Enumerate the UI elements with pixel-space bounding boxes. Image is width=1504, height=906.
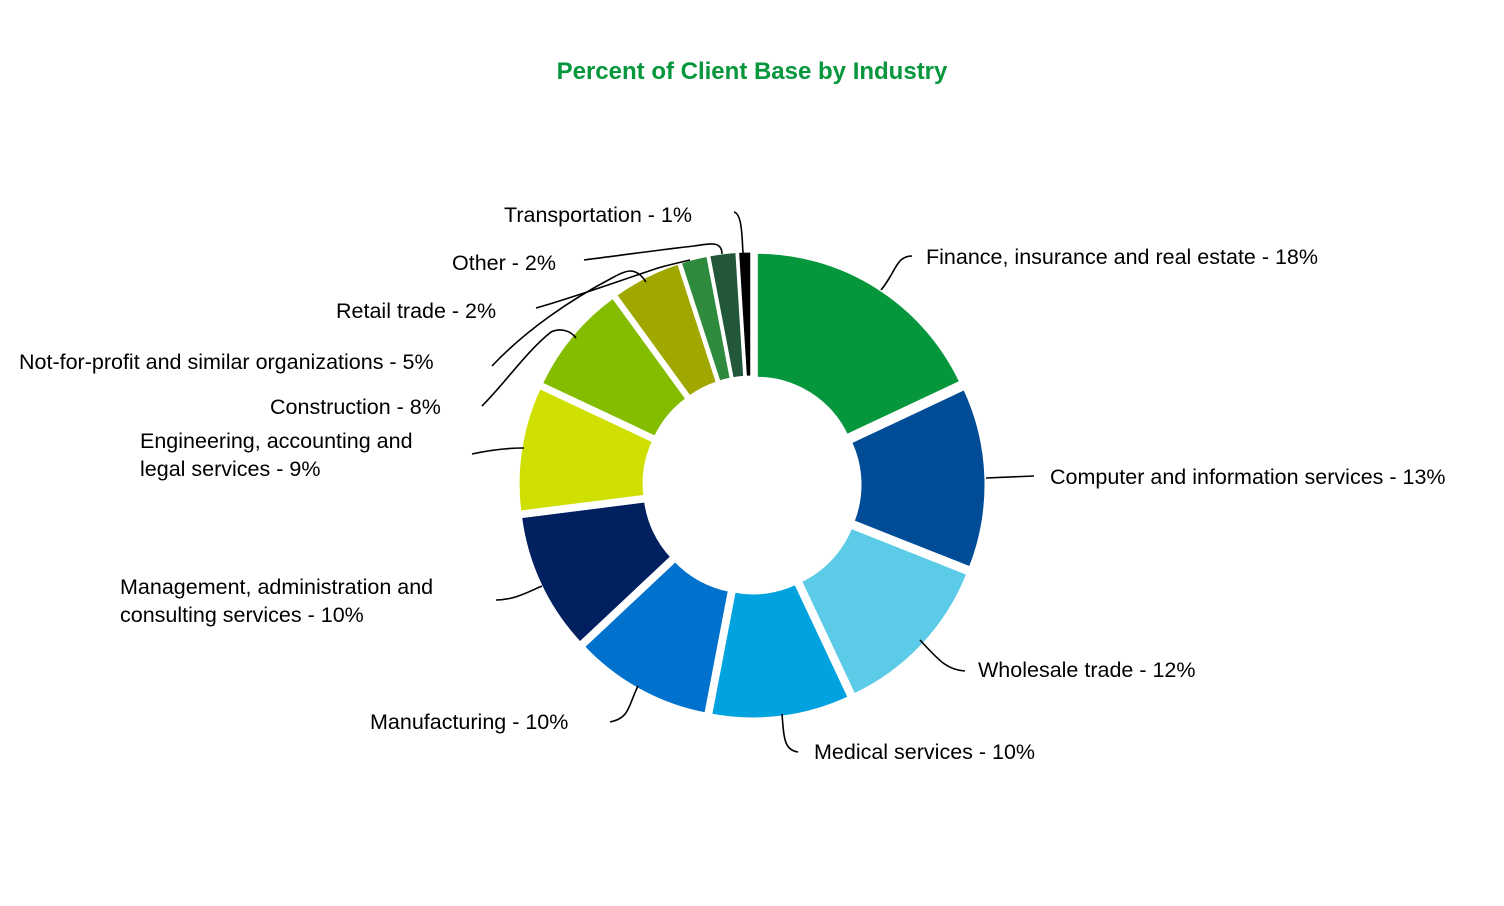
label-manufacturing: Manufacturing - 10% (370, 710, 569, 734)
label-management: Management, administration and consultin… (120, 575, 434, 627)
leader-transportation (733, 211, 744, 255)
leader-engineering (471, 447, 525, 455)
leader-management (495, 585, 543, 601)
slice-wholesale-trade (798, 525, 970, 697)
slice-finance-insurance-and-real-estate (754, 250, 963, 438)
slice-manufacturing (581, 558, 732, 716)
label-retail-trade: Retail trade - 2% (336, 299, 497, 323)
label-not-for-profit: Not-for-profit and similar organizations… (19, 350, 434, 374)
leader-retail-trade (535, 259, 691, 309)
slice-management-administration-and-consulting-services (518, 499, 674, 646)
leader-manufacturing (609, 685, 639, 723)
leader-computer-information (985, 475, 1035, 479)
slice-computer-and-information-services (848, 386, 988, 570)
slice-engineering-accounting-and-legal-services (516, 385, 656, 514)
label-construction: Construction - 8% (270, 395, 441, 419)
leader-finance (880, 255, 913, 291)
label-wholesale-trade: Wholesale trade - 12% (978, 658, 1196, 682)
leader-medical-services (781, 713, 799, 753)
slice-medical-services (708, 581, 852, 721)
slice-construction (539, 294, 690, 440)
leader-not-for-profit (491, 270, 647, 367)
leader-other (583, 243, 723, 261)
label-engineering: Engineering, accounting and legal servic… (140, 429, 413, 481)
label-finance: Finance, insurance and real estate - 18% (926, 245, 1319, 269)
label-computer-information: Computer and information services - 13% (1050, 465, 1446, 489)
leader-wholesale-trade (919, 639, 966, 672)
leader-construction (481, 329, 577, 407)
chart-title: Percent of Client Base by Industry (556, 58, 948, 85)
label-transportation: Transportation - 1% (504, 203, 693, 227)
label-medical-services: Medical services - 10% (814, 740, 1036, 764)
label-other: Other - 2% (452, 251, 556, 275)
